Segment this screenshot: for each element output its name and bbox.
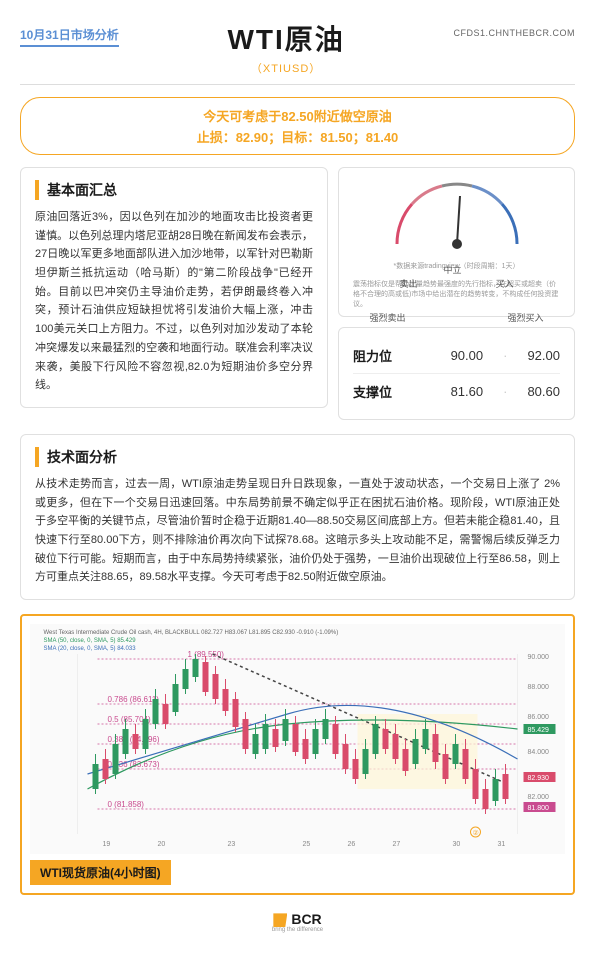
- resistance-v1: 90.00: [451, 348, 484, 363]
- svg-text:88.000: 88.000: [528, 684, 550, 691]
- brand-tagline: bring the difference: [0, 927, 595, 933]
- brand-name: BCR: [291, 911, 321, 927]
- gauge-label-strong-sell: 强烈卖出: [370, 311, 406, 324]
- svg-text:30: 30: [453, 841, 461, 848]
- source-url: CFDS1.CHNTHEBCR.COM: [453, 28, 575, 38]
- chart-title-text: West Texas Intermediate Crude Oil cash, …: [44, 630, 339, 636]
- fundamental-title: 基本面汇总: [35, 180, 313, 200]
- svg-text:82.000: 82.000: [528, 794, 550, 801]
- trade-summary: 今天可考虑于82.50附近做空原油 止损：82.90；目标：81.50；81.4…: [20, 97, 575, 155]
- candlestick-chart-icon: West Texas Intermediate Crude Oil cash, …: [30, 624, 565, 854]
- page-header: 10月31日市场分析 WTI原油 （XTIUSD） CFDS1.CHNTHEBC…: [0, 0, 595, 84]
- instrument-title: WTI原油: [119, 18, 454, 58]
- level-sep: ·: [503, 384, 507, 399]
- svg-text:SMA (20, close, 0, SMA, 5) 84.: SMA (20, close, 0, SMA, 5) 84.033: [44, 646, 137, 652]
- resistance-label: 阻力位: [353, 346, 392, 365]
- gauge-label-strong-buy: 强烈买入: [508, 311, 544, 324]
- summary-targets: 止损：82.90；目标：81.50；81.40: [37, 127, 558, 146]
- header-divider: [20, 84, 575, 85]
- summary-entry: 今天可考虑于82.50附近做空原油: [37, 106, 558, 125]
- gauge-label-buy: 买入: [496, 277, 514, 290]
- svg-text:90.000: 90.000: [528, 654, 550, 661]
- chart-card: West Texas Intermediate Crude Oil cash, …: [20, 614, 575, 895]
- svg-text:27: 27: [393, 841, 401, 848]
- svg-text:26: 26: [348, 841, 356, 848]
- svg-text:84.000: 84.000: [528, 749, 550, 756]
- resistance-v2: 92.00: [527, 348, 560, 363]
- gauge-icon: [382, 174, 532, 254]
- footer: BCR bring the difference: [0, 895, 595, 941]
- technical-card: 技术面分析 从技术走势而言，过去一周，WTI原油走势呈现日升日跌现象，一直处于波…: [20, 434, 575, 600]
- svg-text:86.000: 86.000: [528, 714, 550, 721]
- svg-text:31: 31: [498, 841, 506, 848]
- svg-text:20: 20: [158, 841, 166, 848]
- svg-text:0 (81.858): 0 (81.858): [108, 800, 145, 809]
- instrument-symbol: （XTIUSD）: [119, 60, 454, 76]
- resistance-row: 阻力位 90.00 · 92.00: [353, 338, 560, 373]
- support-v2: 80.60: [527, 384, 560, 399]
- fundamental-body: 原油回落近3%，因以色列在加沙的地面攻击比投资者更谨慎。以色列总理内塔尼亚胡28…: [35, 208, 313, 395]
- header-center: WTI原油 （XTIUSD）: [119, 18, 454, 76]
- svg-text:0.786 (86.611): 0.786 (86.611): [108, 695, 160, 704]
- svg-text:81.800: 81.800: [528, 805, 550, 812]
- gauge-label-neutral: 中立: [444, 263, 462, 276]
- support-label: 支撑位: [353, 382, 392, 401]
- svg-text:25: 25: [303, 841, 311, 848]
- svg-text:23: 23: [228, 841, 236, 848]
- technical-title: 技术面分析: [35, 447, 560, 467]
- fundamental-card: 基本面汇总 原油回落近3%，因以色列在加沙的地面攻击比投资者更谨慎。以色列总理内…: [20, 167, 328, 408]
- svg-text:82.930: 82.930: [528, 775, 550, 782]
- gauge-label-sell: 卖出: [400, 277, 418, 290]
- svg-text:19: 19: [103, 841, 111, 848]
- date-label: 10月31日市场分析: [20, 26, 119, 47]
- svg-text:SMA (50, close, 0, SMA, 5) 85.: SMA (50, close, 0, SMA, 5) 85.429: [44, 638, 137, 644]
- svg-text:85.429: 85.429: [528, 727, 550, 734]
- price-chart: West Texas Intermediate Crude Oil cash, …: [30, 624, 565, 854]
- brand-icon: [273, 913, 287, 927]
- sentiment-gauge-card: 强烈卖出 卖出 中立 买入 强烈买入 *数据来源tradingview（时段周期…: [338, 167, 575, 317]
- technical-body: 从技术走势而言，过去一周，WTI原油走势呈现日升日跌现象，一直处于波动状态，一个…: [35, 475, 560, 587]
- level-sep: ·: [503, 348, 507, 363]
- support-v1: 81.60: [451, 384, 484, 399]
- levels-card: 阻力位 90.00 · 92.00 支撑位 81.60 · 80.60: [338, 327, 575, 420]
- support-row: 支撑位 81.60 · 80.60: [353, 373, 560, 409]
- svg-text:②: ②: [473, 829, 479, 837]
- chart-caption: WTI现货原油(4小时图): [30, 860, 171, 885]
